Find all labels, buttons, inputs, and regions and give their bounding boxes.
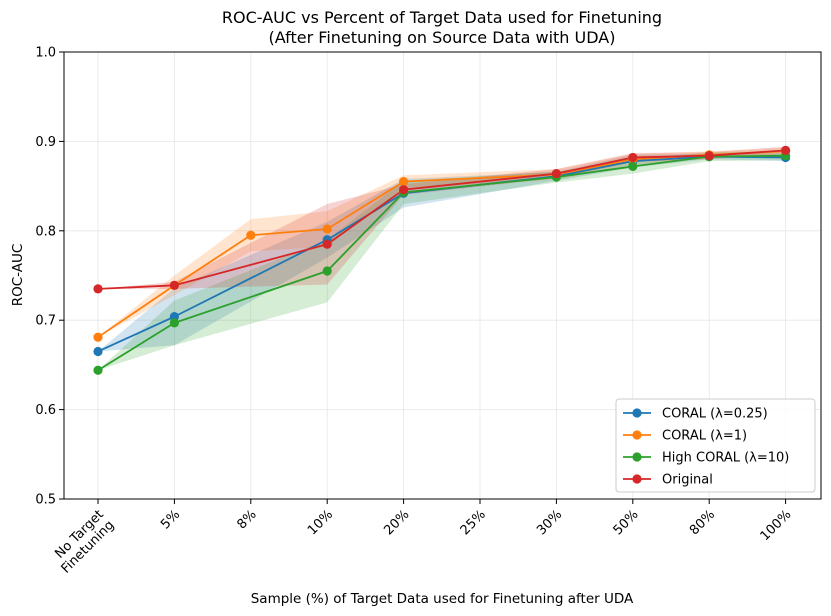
legend-marker [632, 452, 642, 462]
legend-label: Original [662, 473, 713, 488]
chart-subtitle: (After Finetuning on Source Data with UD… [269, 28, 616, 47]
line-original [97, 149, 786, 290]
point-high-coral-10 [93, 365, 103, 375]
x-axis-label: Sample (%) of Target Data used for Finet… [251, 591, 634, 607]
point-original [704, 151, 714, 161]
series-markers [93, 145, 791, 375]
point-high-coral-10 [169, 318, 179, 328]
x-tick-label: 20% [381, 507, 412, 538]
point-coral-1 [246, 230, 256, 240]
chart-title: ROC-AUC vs Percent of Target Data used f… [222, 8, 662, 27]
y-tick-label: 0.5 [35, 493, 56, 508]
point-coral-1 [322, 224, 332, 234]
plot-frame [63, 51, 822, 500]
point-original [93, 284, 103, 294]
point-coral-1 [399, 177, 409, 187]
legend-label: CORAL (λ=0.25) [662, 407, 768, 422]
band-coral-0-25 [98, 153, 786, 352]
y-tick-label: 0.8 [35, 224, 56, 239]
x-tick-label: 8% [234, 507, 259, 532]
x-tick-label: 5% [158, 507, 183, 532]
y-tick-label: 0.7 [35, 314, 56, 329]
point-high-coral-10 [628, 161, 638, 172]
x-tick-label: 50% [611, 507, 642, 538]
point-original [551, 168, 562, 179]
y-axis-ticks: 0.5 0.6 0.7 0.8 0.9 1.0 [35, 46, 64, 508]
legend-marker [632, 430, 642, 440]
legend: CORAL (λ=0.25) CORAL (λ=1) High CORAL (λ=1… [615, 398, 816, 493]
x-tick-label: 10% [305, 507, 336, 538]
x-tick-label: 30% [534, 507, 565, 538]
legend-frame [615, 398, 816, 493]
point-original [169, 280, 179, 290]
y-tick-label: 0.6 [35, 403, 56, 418]
x-tick-label: 25% [458, 507, 489, 538]
point-original [628, 152, 638, 163]
legend-label: CORAL (λ=1) [662, 429, 747, 444]
point-original [399, 185, 409, 195]
y-axis-label: ROC-AUC [10, 244, 26, 307]
line-high-coral-10 [97, 154, 786, 372]
y-tick-label: 1.0 [35, 46, 56, 61]
y-tick-label: 0.9 [35, 135, 56, 150]
point-original [322, 239, 332, 249]
point-high-coral-10 [322, 266, 332, 276]
legend-marker [632, 408, 642, 418]
band-high-coral-10 [98, 151, 786, 371]
point-coral-1 [93, 332, 103, 342]
x-tick-label: No TargetFinetuning [48, 507, 117, 576]
x-tick-label: 80% [687, 507, 718, 538]
band-original [98, 146, 786, 289]
x-axis-ticks: No TargetFinetuning 5% 8% 10% 20% 25% 30% 50% 80… [48, 499, 795, 577]
legend-marker [632, 474, 642, 484]
point-original [781, 145, 791, 155]
x-tick-label: 100% [758, 507, 795, 544]
point-coral-0-25 [93, 346, 103, 357]
legend-label: High CORAL (λ=10) [662, 451, 789, 466]
